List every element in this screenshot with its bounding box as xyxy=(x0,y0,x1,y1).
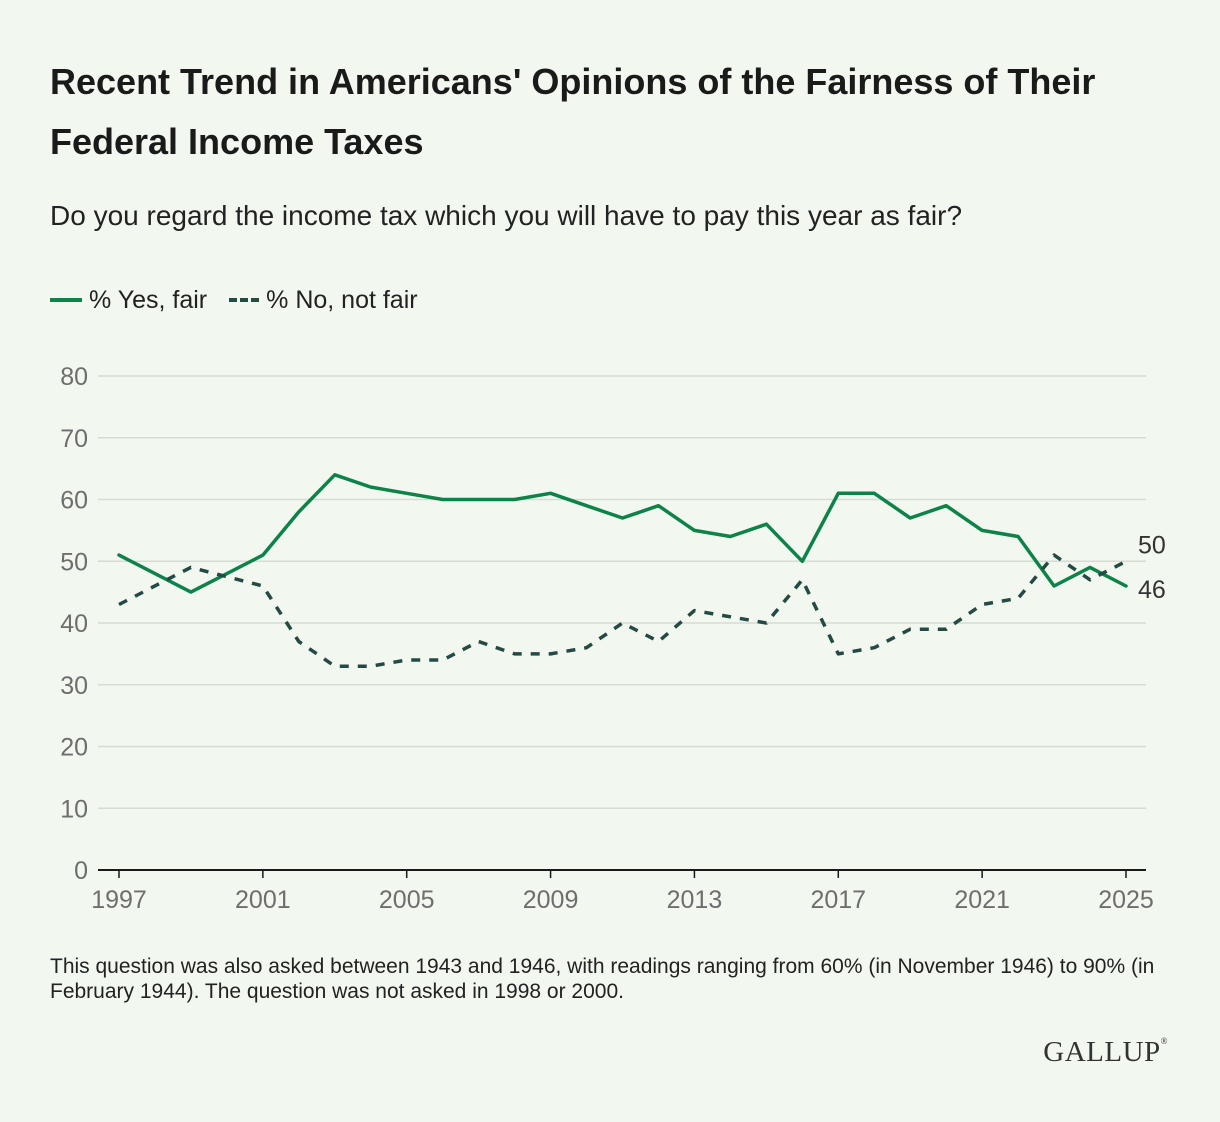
y-tick-label-60: 60 xyxy=(60,487,88,515)
legend: % Yes, fair % No, not fair xyxy=(50,282,440,318)
legend-item-no: % No, not fair xyxy=(229,285,418,315)
y-tick-label-0: 0 xyxy=(74,857,88,885)
y-tick-label-20: 20 xyxy=(60,734,88,762)
x-tick-label-2025: 2025 xyxy=(1098,886,1154,914)
end-label-no-not-fair: 50 xyxy=(1138,531,1166,559)
legend-item-yes: % Yes, fair xyxy=(50,286,207,315)
series-line-yes-fair xyxy=(117,473,1128,594)
legend-swatch-yes xyxy=(50,298,82,302)
y-tick-label-30: 30 xyxy=(60,672,88,700)
y-tick-label-70: 70 xyxy=(60,425,88,453)
series-line-no-not-fair xyxy=(118,553,1127,668)
x-tick-label-2017: 2017 xyxy=(810,886,866,914)
legend-label-yes: % Yes, fair xyxy=(89,285,208,314)
y-tick-label-10: 10 xyxy=(60,795,88,823)
brand-name: GALLUP xyxy=(1043,1036,1161,1068)
legend-swatch-no xyxy=(229,298,260,302)
x-axis: 1997 2001 2005 2009 2013 2017 2021 2025 xyxy=(91,870,1154,914)
y-axis: 0 10 20 30 40 50 60 70 80 xyxy=(60,363,88,885)
y-tick-label-50: 50 xyxy=(60,548,88,576)
chart-title: Recent Trend in Americans' Opinions of t… xyxy=(50,61,1096,162)
footnote: This question was also asked between 194… xyxy=(50,955,1155,1003)
series-lines xyxy=(117,473,1128,668)
x-tick-label-2001: 2001 xyxy=(235,886,291,914)
x-tick-label-2009: 2009 xyxy=(523,886,579,914)
end-label-yes-fair: 46 xyxy=(1138,576,1166,604)
y-tick-label-40: 40 xyxy=(60,610,88,638)
chart-subtitle: Do you regard the income tax which you w… xyxy=(50,200,963,231)
y-tick-label-80: 80 xyxy=(60,363,88,391)
x-tick-label-1997: 1997 xyxy=(91,886,147,914)
gallup-logo: GALLUP® xyxy=(1043,1036,1168,1069)
legend-label-no: % No, not fair xyxy=(266,285,418,314)
end-labels: 46 50 xyxy=(1138,531,1166,604)
x-tick-label-2021: 2021 xyxy=(954,886,1010,914)
brand-mark: ® xyxy=(1160,1036,1168,1046)
gridlines xyxy=(98,375,1146,871)
x-tick-label-2005: 2005 xyxy=(379,886,435,914)
x-tick-label-2013: 2013 xyxy=(667,886,723,914)
